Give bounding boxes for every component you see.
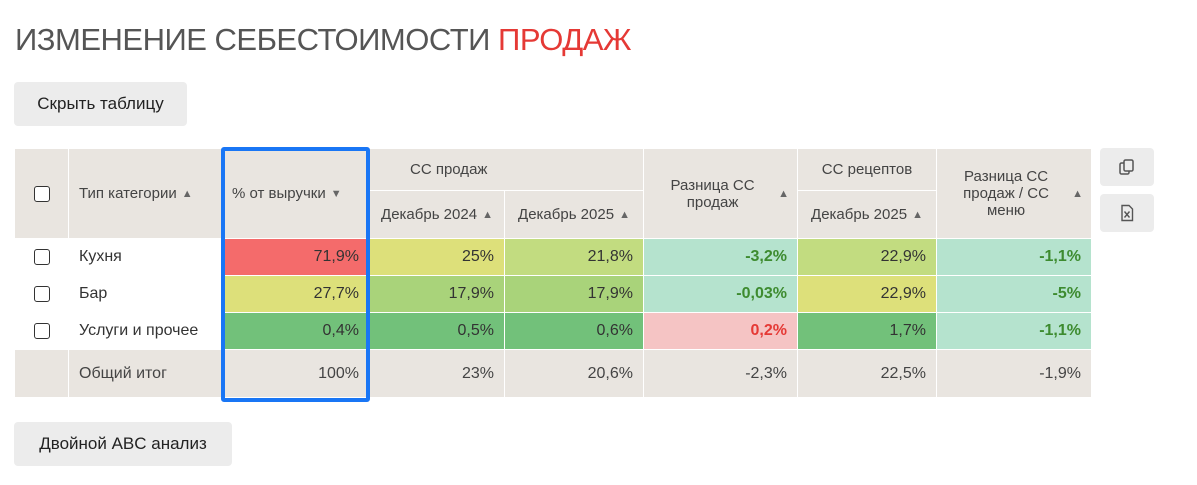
total-recipes: 22,5% — [797, 349, 937, 398]
sort-desc-icon[interactable]: ▼ — [330, 187, 342, 200]
cell-diff: 0,2% — [643, 312, 798, 350]
header-cc-sales-label: СС продаж — [410, 161, 488, 178]
header-dec2025[interactable]: Декабрь 2025 ▲ — [504, 190, 644, 239]
cell-pct: 27,7% — [221, 275, 370, 313]
cost-table: Тип категории ▲ % от выручки ▼ СС продаж Р… — [14, 148, 1092, 398]
cell-dec2024: 0,5% — [369, 312, 505, 350]
header-diff-cc-menu-label: Разница СС продаж / СС меню — [963, 168, 1049, 219]
header-cc-recipes-label: СС рецептов — [821, 161, 913, 178]
total-empty-cell — [14, 349, 69, 398]
row-name: Кухня — [68, 238, 222, 276]
total-dec2024: 23% — [369, 349, 505, 398]
copy-button[interactable] — [1100, 148, 1154, 186]
copy-icon — [1119, 159, 1134, 175]
header-diff-cc-sales[interactable]: Разница СС продаж ▲ — [643, 148, 798, 239]
select-all-checkbox[interactable] — [33, 186, 50, 203]
row-checkbox[interactable] — [33, 248, 50, 265]
hide-table-button[interactable]: Скрыть таблицу — [14, 82, 187, 126]
cell-pct: 71,9% — [221, 238, 370, 276]
total-diff-menu: -1,9% — [936, 349, 1092, 398]
row-name: Услуги и прочее — [68, 312, 222, 350]
header-dec2025-recipes-label: Декабрь 2025 — [811, 206, 908, 223]
table-row: Бар 27,7% 17,9% 17,9% -0,03% 22,9% -5% — [14, 275, 1092, 313]
page-title: ИЗМЕНЕНИЕ СЕБЕСТОИМОСТИ ПРОДАЖ — [15, 22, 632, 58]
cell-dec2024: 17,9% — [369, 275, 505, 313]
cell-recipes: 1,7% — [797, 312, 937, 350]
total-pct: 100% — [221, 349, 370, 398]
header-category-type-label: Тип категории — [79, 185, 177, 202]
cell-dec2025: 21,8% — [504, 238, 644, 276]
header-pct-revenue-label: % от выручки — [232, 185, 326, 202]
export-excel-button[interactable] — [1100, 194, 1154, 232]
title-accent: ПРОДАЖ — [498, 22, 632, 57]
total-dec2025: 20,6% — [504, 349, 644, 398]
cell-diff: -3,2% — [643, 238, 798, 276]
sort-icon[interactable]: ▲ — [1072, 187, 1083, 200]
row-checkbox[interactable] — [33, 285, 50, 302]
header-cc-recipes: СС рецептов — [797, 148, 937, 191]
cell-diff-menu: -1,1% — [936, 238, 1092, 276]
row-checkbox-cell — [14, 312, 69, 350]
total-label: Общий итог — [68, 349, 222, 398]
abc-analysis-button[interactable]: Двойной ABC анализ — [14, 422, 232, 466]
cell-dec2025: 17,9% — [504, 275, 644, 313]
header-dec2025-recipes[interactable]: Декабрь 2025 ▲ — [797, 190, 937, 239]
row-checkbox-cell — [14, 238, 69, 276]
cell-diff: -0,03% — [643, 275, 798, 313]
cell-diff-menu: -5% — [936, 275, 1092, 313]
header-category-type[interactable]: Тип категории ▲ — [68, 148, 222, 239]
table-row: Кухня 71,9% 25% 21,8% -3,2% 22,9% -1,1% — [14, 238, 1092, 276]
sort-icon[interactable]: ▲ — [778, 187, 789, 200]
cell-dec2024: 25% — [369, 238, 505, 276]
total-diff: -2,3% — [643, 349, 798, 398]
total-row: Общий итог 100% 23% 20,6% -2,3% 22,5% -1… — [14, 349, 1092, 398]
header-dec2024[interactable]: Декабрь 2024 ▲ — [369, 190, 505, 239]
sort-icon[interactable]: ▲ — [912, 208, 923, 221]
header-cc-sales: СС продаж — [369, 148, 644, 191]
row-checkbox-cell — [14, 275, 69, 313]
title-main: ИЗМЕНЕНИЕ СЕБЕСТОИМОСТИ — [15, 22, 499, 57]
header-dec2024-label: Декабрь 2024 — [381, 206, 478, 223]
header-diff-cc-sales-label: Разница СС продаж — [670, 176, 755, 211]
cell-recipes: 22,9% — [797, 275, 937, 313]
row-checkbox[interactable] — [33, 322, 50, 339]
cell-recipes: 22,9% — [797, 238, 937, 276]
header-diff-cc-menu[interactable]: Разница СС продаж / СС меню ▲ — [936, 148, 1092, 239]
sort-icon[interactable]: ▲ — [181, 187, 193, 200]
sort-icon[interactable]: ▲ — [482, 208, 493, 221]
cell-pct: 0,4% — [221, 312, 370, 350]
table-row: Услуги и прочее 0,4% 0,5% 0,6% 0,2% 1,7%… — [14, 312, 1092, 350]
select-all-cell — [14, 148, 69, 239]
header-pct-revenue[interactable]: % от выручки ▼ — [221, 148, 370, 239]
cell-dec2025: 0,6% — [504, 312, 644, 350]
row-name: Бар — [68, 275, 222, 313]
excel-icon — [1121, 204, 1134, 222]
header-dec2025-label: Декабрь 2025 — [518, 206, 615, 223]
sort-icon[interactable]: ▲ — [619, 208, 630, 221]
cell-diff-menu: -1,1% — [936, 312, 1092, 350]
